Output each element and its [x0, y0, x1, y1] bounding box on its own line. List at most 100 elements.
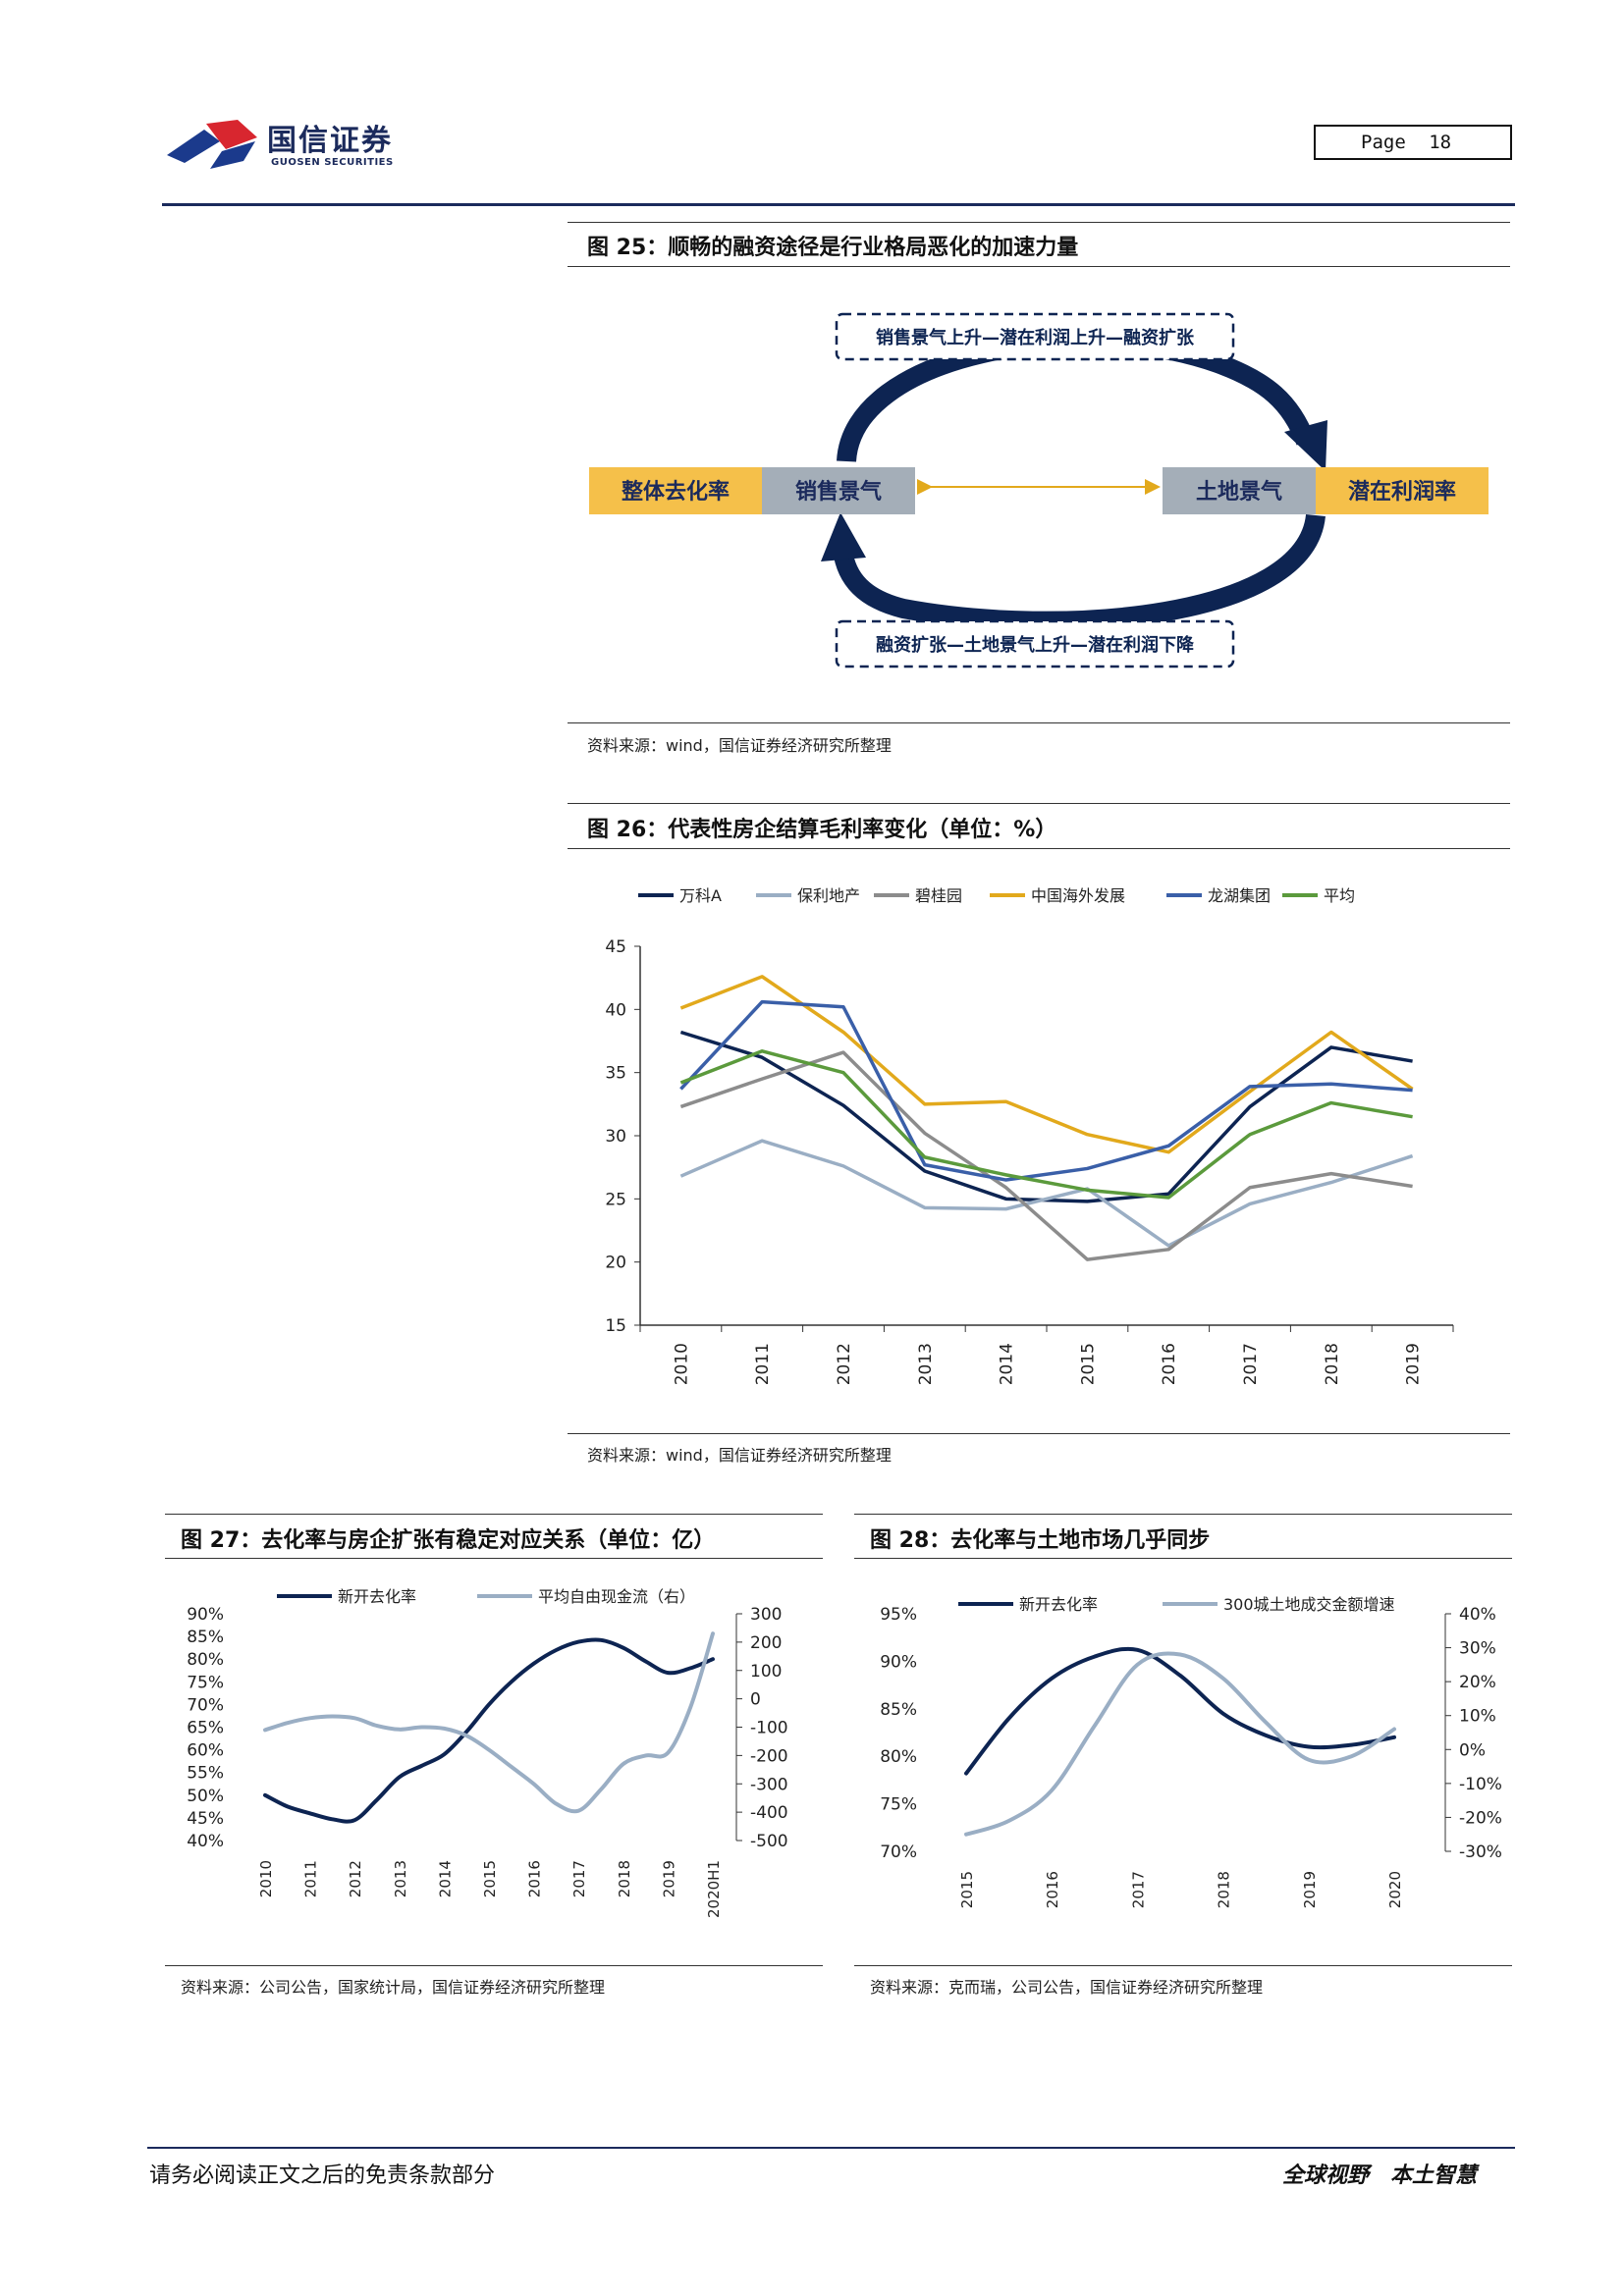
series-line-0 — [964, 1646, 1396, 1776]
x-tick-label: 2010 — [257, 1860, 275, 1897]
x-tick-label: 2015 — [958, 1871, 976, 1908]
x-tick-label: 2018 — [1216, 1871, 1233, 1908]
x-tick-label: 2016 — [1044, 1871, 1061, 1908]
y-right-tick-label: 20% — [1459, 1673, 1496, 1692]
cycle-top-arc — [837, 332, 1327, 471]
fig26-title-rule — [568, 848, 1510, 849]
y-left-tick-label: 55% — [187, 1764, 224, 1784]
legend-label-2: 碧桂园 — [915, 886, 962, 905]
fig26-bottom-rule — [568, 1433, 1510, 1434]
y-left-tick-label: 95% — [880, 1605, 917, 1625]
legend-label-3: 中国海外发展 — [1031, 886, 1125, 905]
right-inner-box — [1163, 467, 1316, 514]
series-line-2 — [679, 1050, 1413, 1261]
x-tick-label: 2020H1 — [705, 1860, 723, 1918]
series-line-1 — [964, 1651, 1396, 1837]
footer-disclaimer: 请务必阅读正文之后的免责条款部分 — [149, 2163, 496, 2188]
x-tick-label: 2018 — [1323, 1343, 1342, 1385]
y-left-tick-label: 70% — [187, 1695, 224, 1715]
y-right-tick-label: 0% — [1459, 1740, 1486, 1760]
fig25-bottom-rule — [568, 722, 1510, 723]
x-tick-label: 2018 — [616, 1860, 633, 1897]
x-tick-label: 2017 — [1129, 1871, 1147, 1908]
page-label: Page — [1361, 132, 1406, 153]
x-tick-label: 2020 — [1386, 1871, 1404, 1908]
x-tick-label: 2011 — [753, 1343, 773, 1385]
left-inner-box — [762, 467, 915, 514]
footer-rule — [147, 2147, 1515, 2149]
fig27-source: 资料来源：公司公告，国家统计局，国信证券经济研究所整理 — [181, 1978, 606, 1997]
y-right-tick-label: -30% — [1459, 1842, 1502, 1862]
x-tick-label: 2017 — [570, 1860, 588, 1897]
y-right-tick-label: -100 — [750, 1719, 788, 1738]
right-outer-box — [1316, 467, 1489, 514]
y-left-tick-label: 85% — [187, 1628, 224, 1647]
x-tick-label: 2014 — [998, 1343, 1017, 1385]
y-right-tick-label: 100 — [750, 1662, 782, 1682]
fig27-title: 图 27：去化率与房企扩张有稳定对应关系（单位：亿） — [181, 1528, 716, 1553]
top-dashed-box — [835, 312, 1235, 361]
page-indicator: Page 18 — [1314, 125, 1512, 160]
logo-name-cn: 国信证券 — [267, 124, 393, 158]
logo-name-en: GUOSEN SECURITIES — [271, 157, 394, 168]
y-left-tick-label: 45% — [187, 1809, 224, 1829]
y-tick-label: 45 — [605, 937, 626, 957]
fig28-bottom-rule — [854, 1965, 1512, 1966]
y-right-tick-label: 10% — [1459, 1707, 1496, 1727]
fig25-diagram: 销售景气上升—潜在利润上升—融资扩张 融资扩张—土地景气上升—潜在利润下降 整体… — [589, 312, 1489, 668]
fig28-title: 图 28：去化率与土地市场几乎同步 — [870, 1528, 1211, 1553]
x-tick-label: 2013 — [392, 1860, 409, 1897]
fig27-top-rule — [165, 1514, 823, 1515]
cycle-bottom-arc — [821, 512, 1326, 631]
series-line-1 — [263, 1631, 715, 1814]
legend-label-1: 300城土地成交金额增速 — [1223, 1595, 1395, 1614]
fig26-chart: 万科A 保利地产 碧桂园 中国海外发展 龙湖集团 平均454035302520152010… — [605, 886, 1454, 1385]
y-right-tick-label: -300 — [750, 1775, 788, 1794]
y-left-tick-label: 85% — [880, 1700, 917, 1720]
x-tick-label: 2019 — [1404, 1343, 1424, 1385]
fig26-top-rule — [568, 803, 1510, 804]
fig27-chart: 新开去化率 平均自由现金流（右） 90% 85% 80% 75% 70% 65% 60% 55% 5… — [187, 1587, 788, 1918]
fig28-source: 资料来源：克而瑞，公司公告，国信证券经济研究所整理 — [870, 1978, 1264, 1997]
legend-label-1: 保利地产 — [797, 886, 860, 905]
logo — [167, 116, 261, 177]
x-tick-label: 2019 — [660, 1860, 677, 1897]
y-right-tick-label: 40% — [1459, 1605, 1496, 1625]
y-right-tick-label: -10% — [1459, 1775, 1502, 1794]
header-rule — [162, 203, 1515, 206]
y-left-tick-label: 90% — [187, 1605, 224, 1625]
series-line-0 — [263, 1637, 715, 1824]
y-tick-label: 25 — [605, 1190, 626, 1209]
y-left-tick-label: 75% — [187, 1673, 224, 1692]
y-right-tick-label: -200 — [750, 1746, 788, 1766]
y-left-tick-label: 50% — [187, 1787, 224, 1806]
y-tick-label: 35 — [605, 1064, 626, 1084]
y-left-tick-label: 70% — [880, 1842, 917, 1862]
y-right-tick-label: 300 — [750, 1605, 782, 1625]
x-tick-label: 2016 — [1160, 1343, 1179, 1385]
y-left-tick-label: 90% — [880, 1652, 917, 1672]
y-left-tick-label: 80% — [880, 1747, 917, 1767]
fig25-source: 资料来源：wind，国信证券经济研究所整理 — [587, 736, 892, 755]
series-line-1 — [679, 1139, 1414, 1248]
y-left-tick-label: 75% — [880, 1795, 917, 1815]
x-tick-label: 2015 — [1078, 1343, 1098, 1385]
top-box-text: 销售景气上升—潜在利润上升—融资扩张 — [876, 327, 1195, 348]
y-tick-label: 20 — [605, 1254, 626, 1273]
left-outer-box — [589, 467, 762, 514]
y-right-tick-label: -20% — [1459, 1808, 1502, 1828]
x-tick-label: 2015 — [481, 1860, 499, 1897]
x-tick-label: 2011 — [302, 1860, 320, 1897]
fig27-bottom-rule — [165, 1965, 823, 1966]
x-tick-label: 2019 — [1301, 1871, 1319, 1908]
page-number: 18 — [1429, 132, 1452, 153]
legend-label-1: 平均自由现金流（右） — [538, 1587, 695, 1606]
left-outer-text: 整体去化率 — [622, 479, 730, 505]
series-line-4 — [679, 999, 1413, 1182]
y-right-tick-label: 200 — [750, 1633, 782, 1653]
y-tick-label: 40 — [605, 1000, 626, 1020]
right-inner-text: 土地景气 — [1196, 479, 1282, 505]
logo-mark-icon — [167, 120, 257, 169]
legend-label-0: 新开去化率 — [338, 1587, 416, 1606]
fig28-title-rule — [854, 1558, 1512, 1559]
